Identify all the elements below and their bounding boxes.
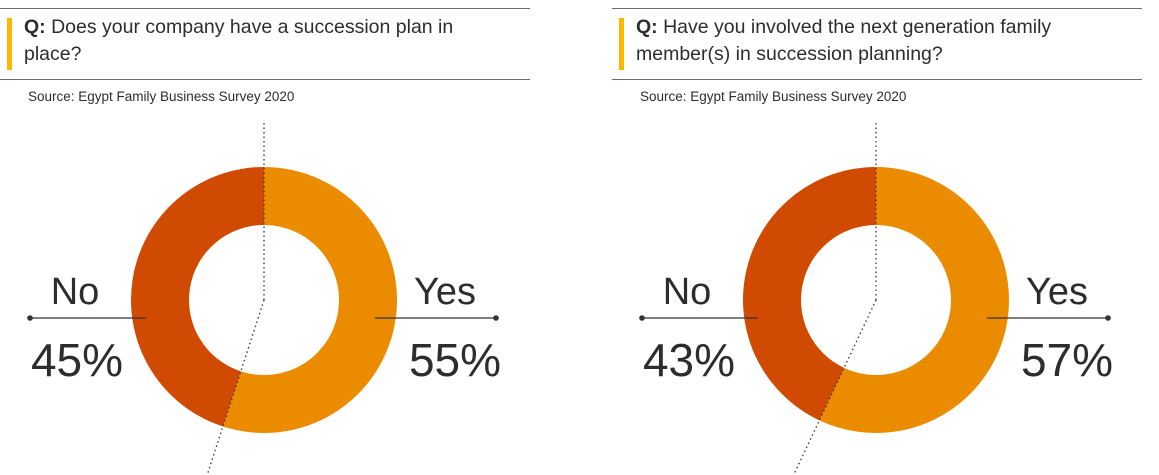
yes-label: Yes: [1026, 271, 1088, 313]
question-body: Have you involved the next generation fa…: [636, 16, 1052, 65]
bottom-rule: [612, 79, 1142, 80]
no-value: 43%: [643, 334, 735, 386]
yes-value: 55%: [409, 334, 501, 386]
yes-label: Yes: [414, 271, 476, 313]
chart-panel-succession-plan: Q: Does your company have a succession p…: [0, 0, 530, 475]
yes-leader-dot: [493, 315, 499, 321]
source-note: Source: Egypt Family Business Survey 202…: [28, 89, 295, 104]
no-leader-dot: [27, 315, 33, 321]
accent-bar: [619, 18, 624, 70]
no-label: No: [51, 271, 100, 313]
question-text: Q: Does your company have a succession p…: [24, 14, 514, 68]
no-label: No: [663, 271, 712, 313]
donut-chart: No 45% Yes 55%: [27, 120, 501, 475]
accent-bar: [7, 18, 12, 70]
question-label: Q:: [636, 16, 658, 38]
donut-chart: No 43% Yes 57%: [639, 120, 1113, 475]
top-rule: [612, 8, 1142, 9]
bottom-rule: [0, 79, 530, 80]
question-label: Q:: [24, 16, 46, 38]
yes-slice: [222, 167, 398, 433]
no-value: 45%: [31, 334, 123, 386]
source-note: Source: Egypt Family Business Survey 202…: [640, 89, 907, 104]
yes-leader-dot: [1105, 315, 1111, 321]
yes-slice: [819, 167, 1009, 433]
no-slice: [742, 167, 876, 421]
question-text: Q: Have you involved the next generation…: [636, 14, 1126, 68]
no-slice: [131, 167, 264, 427]
no-leader-dot: [639, 315, 645, 321]
question-body: Does your company have a succession plan…: [24, 16, 454, 65]
top-rule: [0, 8, 530, 9]
yes-value: 57%: [1021, 334, 1113, 386]
chart-panel-next-generation: Q: Have you involved the next generation…: [612, 0, 1142, 475]
